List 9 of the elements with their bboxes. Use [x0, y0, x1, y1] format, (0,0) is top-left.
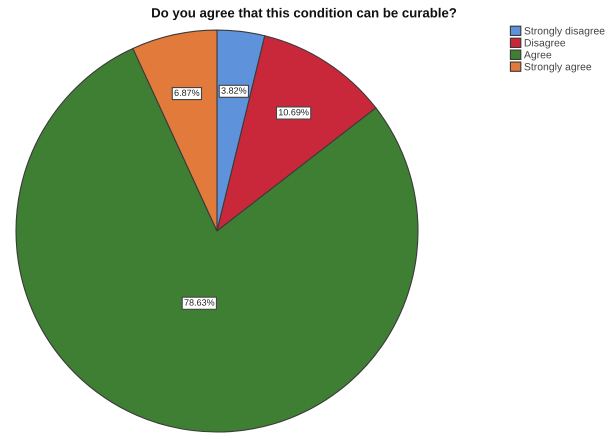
- legend-label: Agree: [524, 51, 552, 60]
- legend-label: Disagree: [524, 38, 566, 49]
- data-label: 6.87%: [174, 90, 200, 96]
- data-label: 10.69%: [278, 109, 309, 116]
- legend-label: Strongly disagree: [524, 26, 605, 37]
- data-label: 3.82%: [221, 87, 246, 94]
- data-label: 78.63%: [184, 299, 214, 306]
- chart-title: Do you agree that this condition can be curable?: [152, 8, 456, 20]
- legend-label: Strongly agree: [524, 62, 592, 72]
